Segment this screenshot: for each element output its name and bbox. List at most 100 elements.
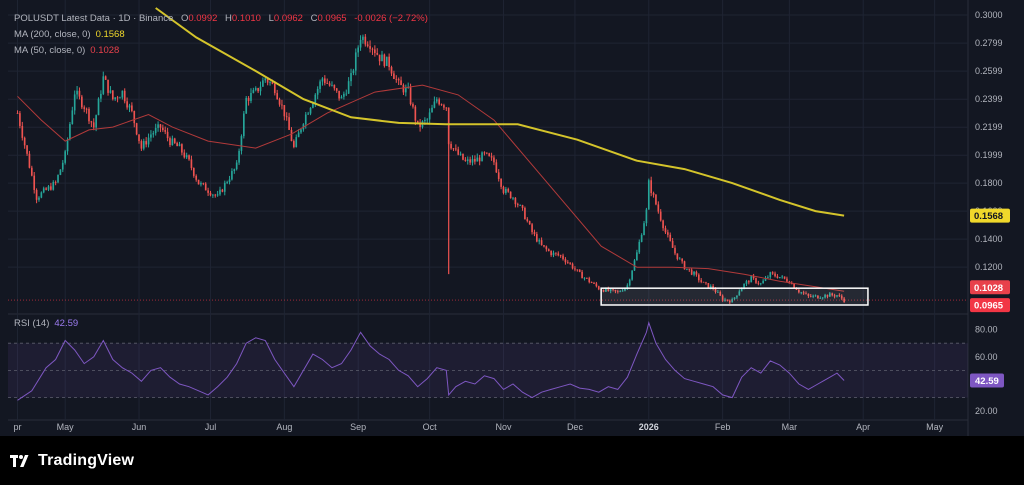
- candle: [100, 90, 102, 103]
- candle-body: [581, 271, 583, 279]
- candle: [97, 97, 100, 116]
- rsi-tick-label: 80.00: [975, 325, 998, 335]
- price-badge-bg: [970, 208, 1010, 223]
- candle-body: [764, 277, 767, 281]
- candle-body: [69, 124, 71, 140]
- candle: [162, 124, 164, 132]
- candle: [338, 90, 340, 101]
- candle-body: [531, 224, 533, 233]
- candle-body: [159, 124, 162, 128]
- candle-body: [776, 276, 779, 279]
- candle-body: [171, 138, 174, 146]
- candle-body: [774, 273, 776, 277]
- candle-body: [343, 93, 345, 97]
- candle: [814, 294, 817, 297]
- candle: [357, 45, 360, 57]
- candle-body: [457, 149, 460, 155]
- candle-body: [740, 287, 743, 292]
- candle: [145, 137, 147, 148]
- candle-body: [507, 188, 510, 192]
- candle: [104, 75, 107, 81]
- candle: [771, 271, 774, 275]
- candle-body: [505, 188, 507, 193]
- symbol-legend: POLUSDT Latest Data · 1D · Binance O0.09…: [14, 13, 428, 24]
- candle-body: [676, 253, 679, 259]
- candle: [469, 156, 471, 165]
- candle: [264, 77, 267, 83]
- candle-body: [493, 157, 495, 163]
- candle: [597, 285, 600, 291]
- candle: [88, 107, 90, 125]
- candle-body: [488, 153, 491, 157]
- candle: [164, 126, 167, 135]
- candle: [395, 75, 398, 83]
- candle: [493, 155, 495, 166]
- candle-body: [145, 141, 147, 145]
- candle-body: [238, 150, 240, 163]
- candle-body: [586, 277, 588, 279]
- candle: [540, 237, 543, 246]
- candle: [776, 274, 779, 279]
- candle: [212, 193, 214, 198]
- candle: [366, 41, 369, 48]
- candle-body: [312, 102, 314, 108]
- candle-body: [674, 247, 676, 254]
- candle: [169, 136, 171, 148]
- candle-body: [223, 182, 226, 192]
- candle-body: [116, 97, 119, 99]
- candle-body: [595, 283, 598, 287]
- candle-body: [214, 194, 217, 196]
- candle-body: [538, 240, 541, 242]
- candle: [707, 283, 710, 289]
- candle: [590, 281, 593, 284]
- candle: [171, 135, 174, 146]
- candle-body: [138, 134, 140, 142]
- candle-body: [35, 189, 38, 200]
- candle-body: [100, 93, 102, 99]
- candle: [595, 281, 598, 288]
- candle-body: [121, 90, 124, 98]
- time-tick-label: Nov: [495, 422, 512, 432]
- candle: [731, 297, 734, 303]
- candle-body: [376, 53, 379, 55]
- tradingview-logo[interactable]: TradingView: [10, 452, 134, 470]
- candle: [352, 68, 355, 76]
- candle-body: [819, 298, 822, 299]
- candle: [655, 193, 657, 206]
- candle: [476, 153, 479, 162]
- candle: [669, 232, 672, 242]
- candle-body: [181, 144, 183, 153]
- candle-body: [90, 121, 93, 123]
- candle: [643, 220, 645, 236]
- candle-body: [686, 268, 688, 270]
- candle-body: [514, 197, 517, 205]
- candle: [323, 75, 326, 86]
- candle: [452, 148, 455, 152]
- candle-body: [745, 281, 748, 284]
- candle-body: [23, 137, 26, 146]
- time-tick-label: pr: [14, 422, 22, 432]
- candle: [276, 89, 279, 100]
- price-chart[interactable]: 0.3000 0.2799 0.2599 0.2399 0.2199 0.1999 0.18…: [0, 0, 1024, 436]
- candle: [219, 186, 221, 196]
- candle: [705, 281, 707, 285]
- candle: [440, 103, 443, 106]
- candle-body: [233, 169, 236, 172]
- candle-body: [559, 255, 562, 257]
- candle-body: [285, 116, 288, 118]
- ma50-line: [17, 84, 845, 292]
- candle-body: [693, 271, 695, 275]
- candle: [102, 71, 105, 96]
- candle-body: [798, 289, 800, 293]
- price-tick-label: 0.1200: [975, 262, 1003, 272]
- price-tick-label: 0.1999: [975, 150, 1003, 160]
- candle: [150, 130, 152, 142]
- candle-body: [690, 269, 693, 275]
- candle-body: [264, 78, 267, 81]
- candle-body: [66, 139, 69, 152]
- candle: [621, 288, 624, 292]
- candle: [805, 291, 807, 295]
- candle: [838, 293, 841, 297]
- price-tick-label: 0.2399: [975, 94, 1003, 104]
- candle-body: [416, 120, 419, 123]
